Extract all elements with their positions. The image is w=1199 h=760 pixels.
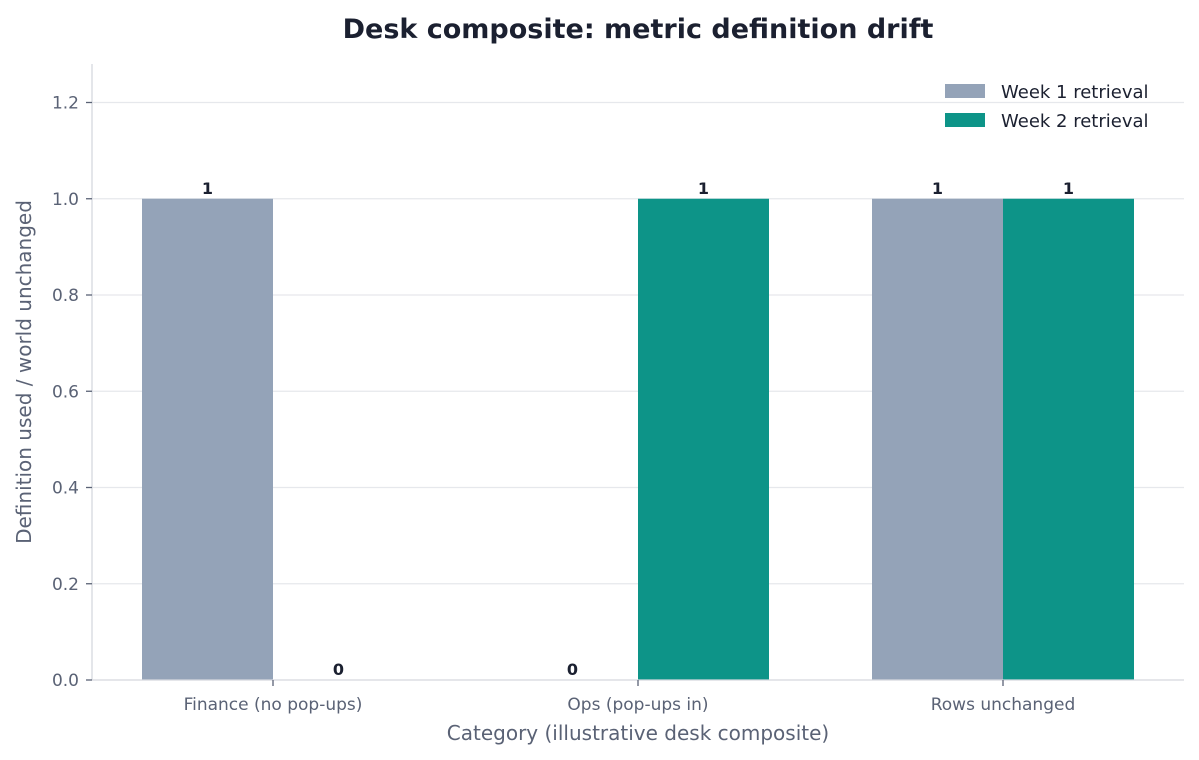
- bar: [142, 198, 273, 680]
- legend-entry: Week 2 retrieval: [1001, 111, 1149, 132]
- bar-value-label: 0: [567, 660, 578, 679]
- y-tick-label: 1.2: [52, 94, 79, 114]
- y-tick-label: 0.0: [52, 671, 79, 691]
- bars: [142, 198, 1134, 680]
- bar-value-labels: 1 0 0 1 1 1: [202, 179, 1074, 679]
- y-tick-label: 0.6: [52, 382, 79, 402]
- bar-value-label: 1: [202, 179, 213, 198]
- legend-swatch: [945, 84, 985, 98]
- legend-entry: Week 1 retrieval: [1001, 82, 1149, 103]
- bar-value-label: 0: [333, 660, 344, 679]
- y-axis: 0.0 0.2 0.4 0.6 0.8 1.0 1.2: [52, 94, 92, 691]
- bar: [638, 198, 769, 680]
- y-tick-label: 0.8: [52, 286, 79, 306]
- legend-swatch: [945, 113, 985, 127]
- y-axis-label: Definition used / world unchanged: [12, 200, 36, 544]
- x-axis-label: Category (illustrative desk composite): [447, 721, 829, 745]
- x-tick-label: Ops (pop-ups in): [567, 695, 708, 715]
- y-tick-label: 1.0: [52, 190, 79, 210]
- x-tick-label: Finance (no pop-ups): [184, 695, 363, 715]
- bar-value-label: 1: [1063, 179, 1074, 198]
- bar: [872, 198, 1003, 680]
- legend: Week 1 retrieval Week 2 retrieval: [945, 82, 1149, 132]
- y-tick-label: 0.2: [52, 575, 79, 595]
- x-axis: Finance (no pop-ups) Ops (pop-ups in) Rows…: [184, 680, 1076, 715]
- bar-value-label: 1: [698, 179, 709, 198]
- bar-value-label: 1: [932, 179, 943, 198]
- x-tick-label: Rows unchanged: [931, 695, 1076, 715]
- bar: [1003, 198, 1134, 680]
- chart-title: Desk composite: metric definition drift: [343, 14, 934, 45]
- y-tick-label: 0.4: [52, 479, 79, 499]
